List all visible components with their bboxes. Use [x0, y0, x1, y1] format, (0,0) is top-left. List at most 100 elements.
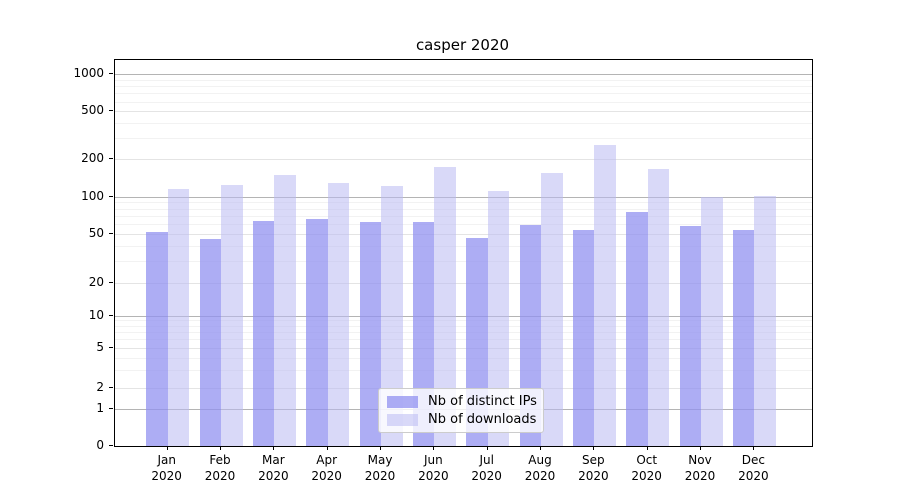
x-tick-label: Jan 2020 [137, 452, 197, 484]
x-tick [273, 446, 275, 450]
x-tick-year: 2020 [524, 469, 556, 483]
x-tick-month: Mar [262, 453, 285, 467]
bar-ips-feb [199, 239, 222, 446]
x-tick-label: Aug 2020 [510, 452, 570, 484]
x-tick-label: Feb 2020 [190, 452, 250, 484]
gridline [115, 223, 812, 225]
x-tick-year: 2020 [204, 469, 236, 483]
y-tick-label: 10 [88, 307, 104, 322]
bar-downloads-jul [487, 190, 510, 446]
x-tick-year: 2020 [631, 469, 662, 483]
gridline [115, 111, 812, 113]
y-tick-label: 1 [96, 401, 104, 416]
legend: Nb of distinct IPs Nb of downloads [378, 388, 544, 433]
bar-ips-nov [679, 225, 702, 446]
x-tick-label: May 2020 [350, 452, 410, 484]
gridline [115, 79, 812, 81]
gridline [115, 138, 812, 140]
y-tick-label: 50 [88, 225, 104, 240]
bar-downloads-mar [274, 174, 296, 446]
x-tick-label: Sep 2020 [563, 452, 623, 484]
y-tick [109, 445, 113, 446]
x-tick-month: May [367, 453, 393, 467]
y-tick [109, 195, 113, 197]
bar-downloads-sep [594, 144, 616, 446]
x-tick-label: Dec 2020 [723, 452, 783, 484]
gridline [115, 196, 812, 198]
bar-downloads-dec [754, 196, 776, 446]
gridline [115, 348, 812, 349]
bar-ips-dec [732, 229, 755, 446]
gridline [115, 315, 812, 317]
x-tick [166, 446, 168, 450]
x-tick [540, 446, 542, 450]
y-tick [109, 314, 113, 316]
x-tick-year: 2020 [578, 469, 609, 483]
chart-title: casper 2020 [415, 36, 510, 54]
y-tick-label: 20 [88, 274, 104, 289]
bar-downloads-may [381, 185, 403, 446]
y-tick-label: 1000 [73, 66, 104, 81]
x-tick-month: Jul [479, 453, 494, 467]
x-tick-month: Oct [636, 453, 658, 467]
y-tick [109, 408, 113, 410]
gridline [115, 320, 812, 322]
x-tick-year: 2020 [364, 469, 396, 483]
x-tick-month: Jan [157, 453, 176, 467]
x-tick-label: Oct 2020 [617, 452, 677, 484]
x-tick-year: 2020 [151, 469, 182, 483]
bar-ips-jan [146, 231, 168, 446]
bar-downloads-feb [221, 184, 243, 446]
x-tick [486, 446, 488, 450]
gridline [115, 339, 812, 341]
gridline [115, 357, 812, 359]
bar-downloads-jun [434, 166, 456, 446]
x-tick-month: Aug [528, 453, 552, 467]
y-tick [109, 110, 113, 112]
gridline [115, 93, 812, 95]
x-tick-year: 2020 [418, 469, 449, 483]
gridline [115, 245, 812, 247]
gridline [115, 233, 812, 235]
x-tick-label: Mar 2020 [243, 452, 303, 484]
gridline [115, 282, 812, 284]
x-tick [700, 446, 702, 450]
x-tick-month: Nov [688, 453, 712, 467]
x-tick-month: Sep [582, 453, 605, 467]
x-tick [220, 446, 222, 450]
y-tick [109, 73, 113, 75]
gridline [115, 208, 812, 210]
bar-downloads-nov [701, 196, 723, 446]
x-tick-label: Jul 2020 [457, 452, 517, 484]
x-tick-month: Apr [316, 453, 338, 467]
x-tick [753, 446, 755, 450]
y-tick-label: 100 [81, 188, 104, 203]
x-tick-month: Dec [741, 453, 765, 467]
x-tick [646, 446, 648, 450]
y-tick [109, 347, 113, 348]
gridline [115, 215, 812, 217]
bar-downloads-apr [327, 182, 350, 446]
gridline [115, 261, 812, 263]
legend-swatch-downloads [387, 413, 418, 426]
x-tick-label: Nov 2020 [670, 452, 730, 484]
gridline [115, 325, 812, 327]
y-tick-label: 200 [81, 151, 104, 166]
legend-row: Nb of distinct IPs [385, 394, 537, 409]
bar-downloads-jan [167, 189, 190, 446]
gridline [115, 74, 812, 76]
x-tick-year: 2020 [311, 469, 342, 483]
bar-ips-apr [306, 218, 328, 446]
y-tick [109, 232, 113, 234]
y-tick-label: 2 [96, 379, 104, 394]
legend-label: Nb of downloads [428, 412, 537, 427]
x-tick [326, 446, 328, 450]
x-tick-year: 2020 [258, 469, 289, 483]
y-tick-label: 0 [96, 438, 104, 452]
gridline [115, 86, 812, 88]
y-tick [109, 386, 113, 388]
x-tick-month: Feb [209, 453, 231, 467]
gridline [115, 370, 812, 372]
gridline [115, 122, 812, 124]
